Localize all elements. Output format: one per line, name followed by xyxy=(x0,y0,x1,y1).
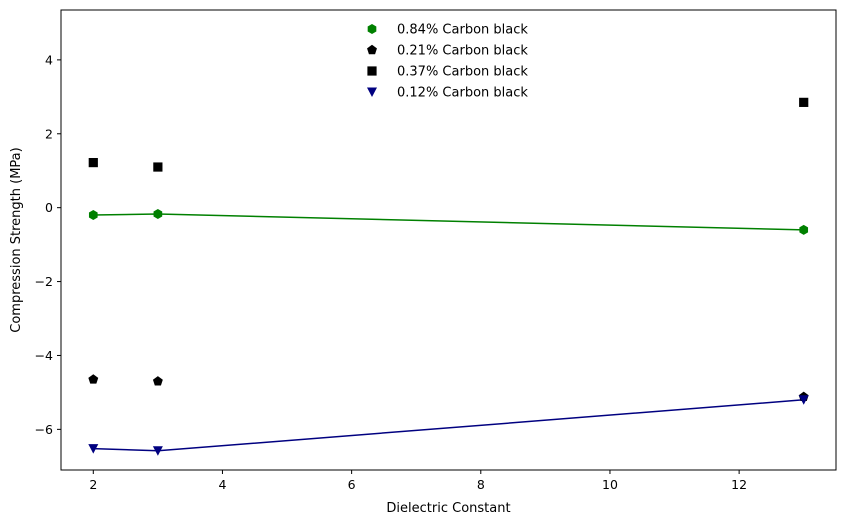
x-tick-label: 10 xyxy=(602,477,618,492)
x-axis-title: Dielectric Constant xyxy=(386,501,510,516)
data-point xyxy=(799,224,809,235)
series-markers xyxy=(88,97,809,456)
data-point xyxy=(88,157,98,168)
x-tick-label: 12 xyxy=(731,477,747,492)
y-tick-label: −6 xyxy=(35,422,53,437)
data-point xyxy=(88,210,98,221)
legend-marker xyxy=(367,24,377,34)
y-tick-label: −2 xyxy=(35,274,53,289)
y-tick-label: −4 xyxy=(35,348,53,363)
legend-label: 0.12% Carbon black xyxy=(397,86,528,101)
legend-marker xyxy=(367,66,377,76)
x-tick-label: 4 xyxy=(218,477,226,492)
y-tick-label: 0 xyxy=(45,200,53,215)
data-point xyxy=(88,374,99,384)
legend: 0.84% Carbon black 0.21% Carbon black 0.37… xyxy=(367,23,528,101)
data-point xyxy=(153,162,163,172)
axes-frame xyxy=(60,9,837,471)
data-point xyxy=(798,395,809,405)
legend-label: 0.37% Carbon black xyxy=(397,65,528,80)
data-point xyxy=(799,97,809,107)
legend-marker xyxy=(367,44,377,55)
data-point xyxy=(152,446,163,456)
x-tick-label: 8 xyxy=(477,477,485,492)
x-tick-label: 2 xyxy=(89,477,97,492)
y-axis-title: Compression Strength (MPa) xyxy=(9,147,24,332)
legend-marker xyxy=(367,87,377,97)
data-point xyxy=(153,208,163,219)
y-tick-label: 4 xyxy=(45,52,53,67)
data-point xyxy=(88,444,99,454)
legend-label: 0.84% Carbon black xyxy=(397,23,528,38)
legend-label: 0.21% Carbon black xyxy=(397,44,528,59)
plot-area xyxy=(88,97,809,456)
y-tick-label: 2 xyxy=(45,126,53,141)
x-axis-ticks: 2 4 6 8 10 12 xyxy=(89,470,747,492)
data-point xyxy=(152,376,163,386)
x-tick-label: 6 xyxy=(348,477,356,492)
y-axis-ticks: −6 −4 −2 0 2 4 xyxy=(35,52,61,437)
